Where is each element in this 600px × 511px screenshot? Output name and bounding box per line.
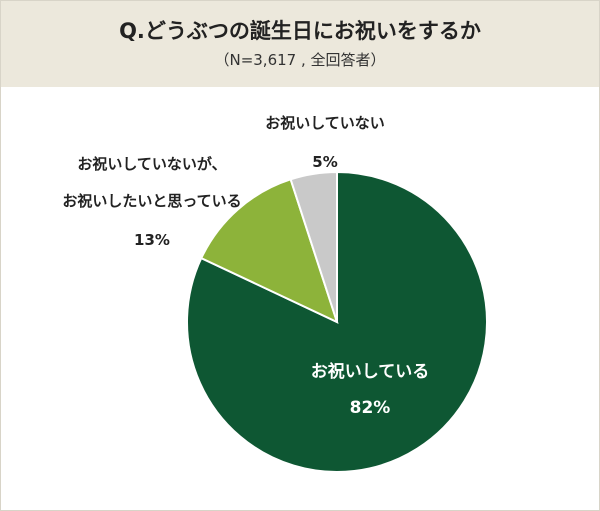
pie-slice-not — [289, 170, 338, 323]
pie-slice-want — [199, 178, 339, 324]
chart-subtitle: （N=3,617 , 全回答者） — [214, 51, 386, 69]
slice-label-not: お祝いしていない — [265, 114, 385, 132]
slice-value-celebrate: 82% — [350, 398, 391, 418]
slice-label-want-line2: お祝いしたいと思っている — [62, 192, 241, 210]
slice-value-want: 13% — [134, 231, 170, 249]
pie-slices — [186, 170, 488, 473]
chart-title: Q.どうぶつの誕生日にお祝いをするか — [119, 19, 481, 43]
slice-label-want-line1: お祝いしていないが、 — [77, 155, 226, 173]
slice-label-celebrate: お祝いしている — [311, 362, 430, 382]
slice-value-not: 5% — [312, 153, 337, 171]
chart-header: Q.どうぶつの誕生日にお祝いをするか （N=3,617 , 全回答者） — [1, 1, 599, 87]
